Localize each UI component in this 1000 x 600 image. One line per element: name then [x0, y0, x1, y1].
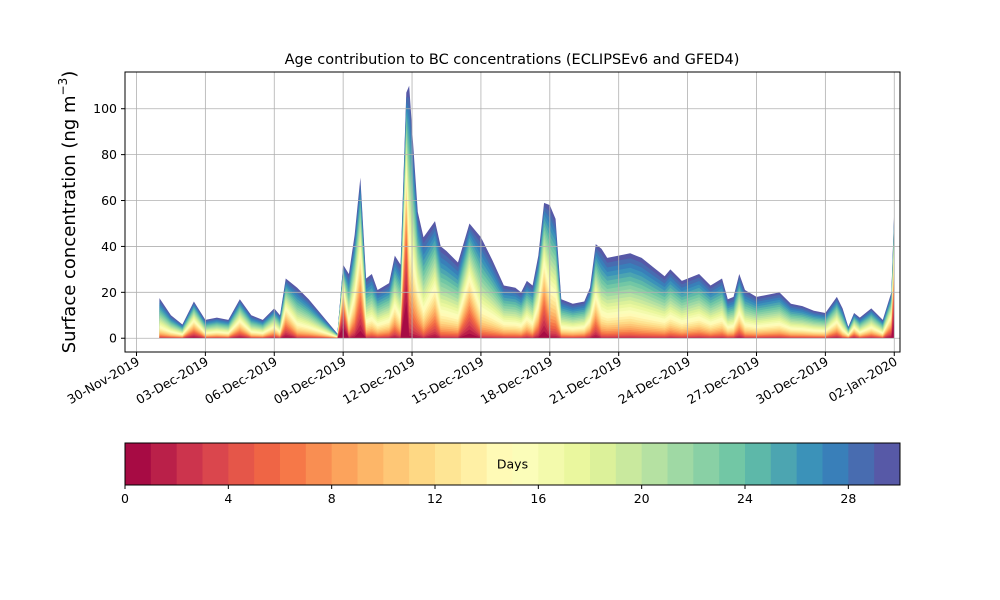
- colorbar-tick-label: 4: [224, 491, 232, 506]
- x-tick-label: 09-Dec-2019: [271, 354, 349, 407]
- colorbar-swatch: [409, 443, 436, 485]
- colorbar-tick-label: 12: [427, 491, 443, 506]
- colorbar-swatch: [848, 443, 875, 485]
- colorbar-swatch: [331, 443, 358, 485]
- colorbar-tick-label: 16: [530, 491, 546, 506]
- x-tick-label: 18-Dec-2019: [478, 354, 556, 407]
- x-axis: 30-Nov-201903-Dec-201906-Dec-201909-Dec-…: [64, 352, 900, 407]
- colorbar-tick-label: 24: [737, 491, 753, 506]
- colorbar-swatch: [305, 443, 333, 485]
- x-tick-label: 02-Jan-2020: [826, 354, 900, 405]
- x-tick-label: 03-Dec-2019: [133, 354, 211, 407]
- chart-title: Age contribution to BC concentrations (E…: [285, 52, 740, 68]
- stacked-layers: [159, 85, 895, 339]
- colorbar-tick-label: 8: [328, 491, 336, 506]
- colorbar-swatch: [176, 443, 203, 485]
- colorbar-swatch: [486, 443, 513, 485]
- colorbar-tick-label: 0: [121, 491, 129, 506]
- x-tick-label: 06-Dec-2019: [202, 354, 280, 407]
- colorbar-tick-label: 28: [840, 491, 856, 506]
- colorbar-swatch: [357, 443, 384, 485]
- y-tick-label: 0: [109, 331, 117, 346]
- colorbar-swatch: [150, 443, 178, 485]
- y-tick-label: 80: [101, 147, 117, 162]
- x-tick-label: 30-Dec-2019: [753, 354, 831, 407]
- colorbar-swatch: [641, 443, 668, 485]
- x-tick-label: 27-Dec-2019: [684, 354, 762, 407]
- y-axis-label: Surface concentration (ng m−3): [56, 71, 80, 354]
- colorbar-swatch: [770, 443, 798, 485]
- colorbar-swatch: [254, 443, 281, 485]
- x-tick-label: 21-Dec-2019: [547, 354, 625, 407]
- colorbar-swatch: [590, 443, 617, 485]
- colorbar-tick-label: 20: [634, 491, 650, 506]
- colorbar-swatch: [125, 443, 152, 485]
- colorbar-swatch: [435, 443, 462, 485]
- y-axis: 0 20 40 60 80 100: [93, 101, 125, 346]
- colorbar-swatches: [125, 443, 901, 485]
- colorbar-swatch: [280, 443, 307, 485]
- colorbar-swatch: [822, 443, 849, 485]
- colorbar-swatch: [383, 443, 410, 485]
- grid-lines: [125, 72, 900, 352]
- y-tick-label: 40: [101, 239, 117, 254]
- colorbar-swatch: [228, 443, 255, 485]
- colorbar-swatch: [460, 443, 488, 485]
- y-tick-label: 100: [93, 101, 117, 116]
- y-tick-label: 20: [101, 285, 117, 300]
- x-tick-label: 12-Dec-2019: [340, 354, 418, 407]
- colorbar-swatch: [512, 443, 539, 485]
- colorbar-label: Days: [497, 457, 528, 472]
- colorbar-swatch: [538, 443, 565, 485]
- y-tick-label: 60: [101, 193, 117, 208]
- colorbar-swatch: [615, 443, 643, 485]
- colorbar-frame: [124, 442, 901, 486]
- colorbar-swatch: [745, 443, 772, 485]
- x-tick-label: 24-Dec-2019: [615, 354, 693, 407]
- plot-area: 0 20 40 60 80 100 30-Nov-201903-Dec-201906-De…: [64, 71, 901, 407]
- colorbar-swatch: [874, 443, 901, 485]
- axes-frame: [124, 71, 901, 353]
- colorbar-swatch: [796, 443, 823, 485]
- colorbar-swatch: [667, 443, 694, 485]
- colorbar-ticks: 0 4 8 12 16 20 24 28: [121, 485, 856, 506]
- colorbar-swatch: [719, 443, 746, 485]
- x-tick-label: 15-Dec-2019: [409, 354, 487, 407]
- colorbar-swatch: [202, 443, 229, 485]
- colorbar-swatch: [693, 443, 720, 485]
- colorbar-swatch: [564, 443, 591, 485]
- colorbar: Days 0 4 8 12 16 20 24 28: [121, 442, 901, 506]
- x-tick-label: 30-Nov-2019: [64, 354, 142, 407]
